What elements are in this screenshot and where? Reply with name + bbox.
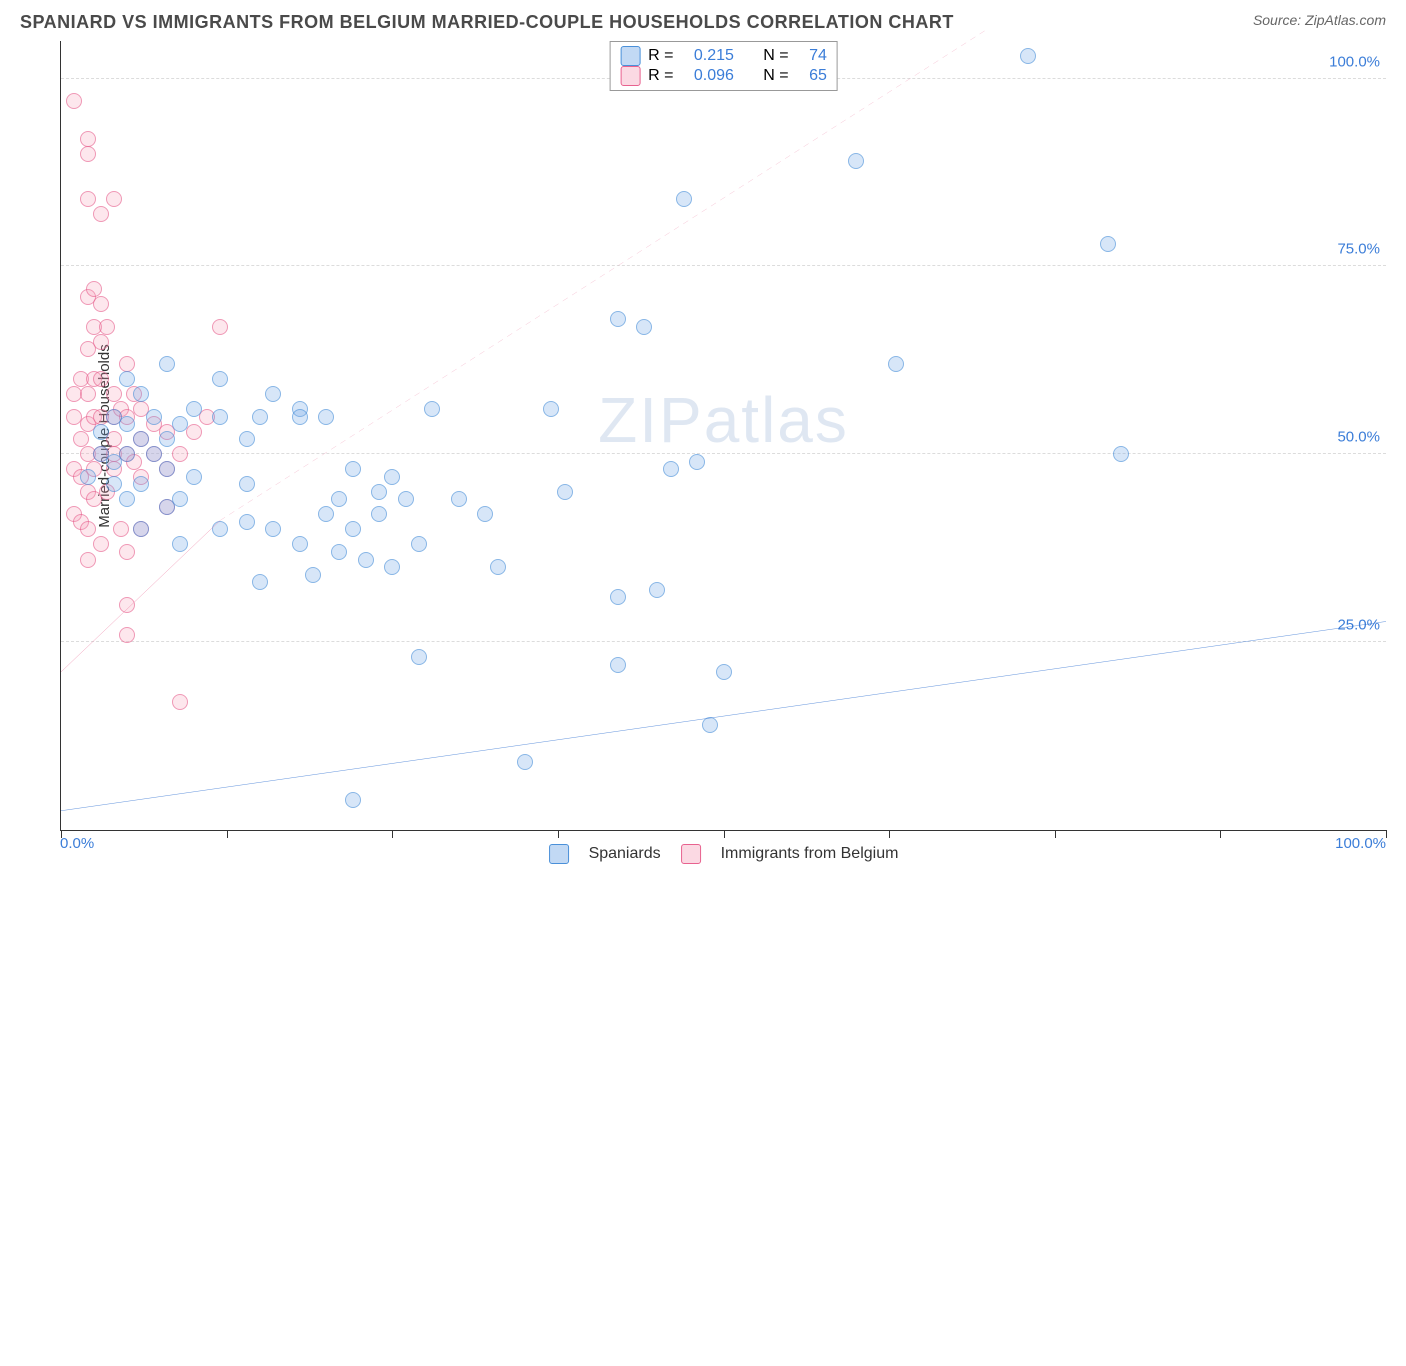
r-value-belgium: 0.096	[694, 67, 734, 85]
legend-swatch-blue	[620, 46, 640, 66]
x-tick-min: 0.0%	[60, 835, 94, 852]
x-tick-max: 100.0%	[1335, 835, 1386, 852]
trend-line	[61, 621, 1386, 810]
correlation-legend: R = 0.215 N = 74 R = 0.096 N = 65	[609, 41, 838, 91]
legend-swatch-pink	[620, 66, 640, 86]
trend-line	[61, 521, 220, 672]
n-value-belgium: 65	[809, 67, 827, 85]
scatter-plot: Married-couple Households 25.0%50.0%75.0…	[60, 41, 1386, 831]
n-value-spaniards: 74	[809, 47, 827, 65]
source-attribution: Source: ZipAtlas.com	[1253, 12, 1386, 28]
trend-line	[220, 28, 989, 520]
x-axis-labels: 0.0% 100.0%	[60, 835, 1386, 865]
r-value-spaniards: 0.215	[694, 47, 734, 65]
x-tick-mark	[1386, 830, 1387, 838]
chart-title: SPANIARD VS IMMIGRANTS FROM BELGIUM MARR…	[20, 12, 954, 33]
